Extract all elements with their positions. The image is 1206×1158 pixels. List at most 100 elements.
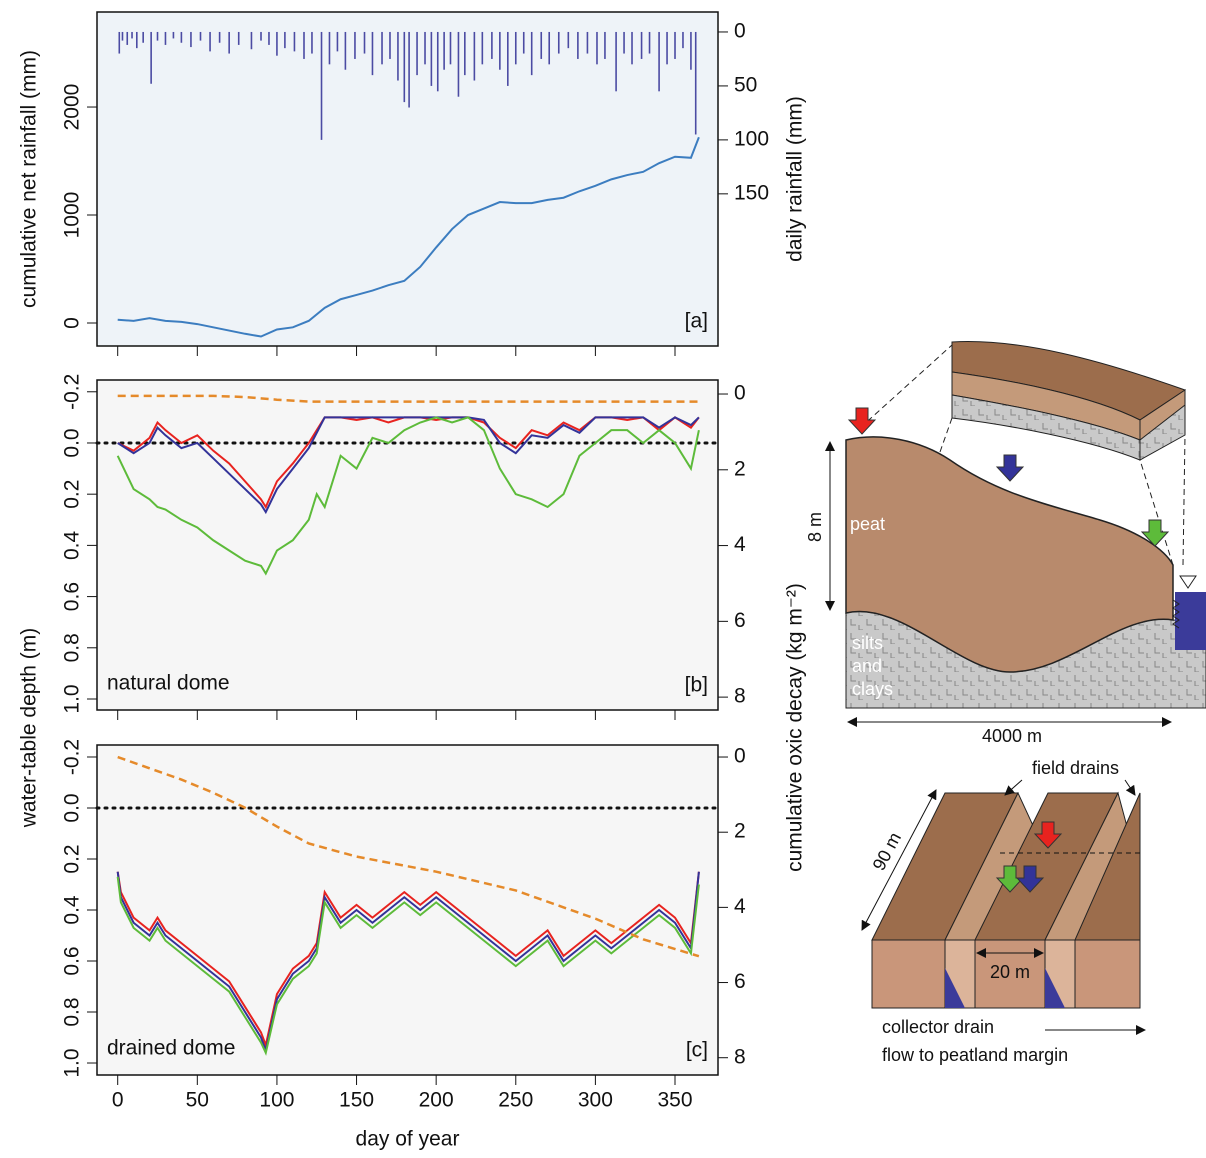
- ridge-front: [872, 940, 945, 1008]
- panel-label: [a]: [685, 310, 708, 333]
- y-tick-label: 1.0: [61, 684, 84, 713]
- y2-tick-label: 8: [734, 685, 746, 708]
- width-label: 4000 m: [982, 726, 1042, 746]
- figure: 8 m peat silts and clays 4000 m 90 m 20 …: [0, 0, 1206, 1158]
- y-tick-label: 1000: [61, 192, 84, 239]
- y2-axis-title: daily rainfall (mm): [784, 96, 807, 262]
- y2-tick-label: 4: [734, 533, 746, 556]
- rain-bar: [228, 32, 230, 54]
- rain-bar: [200, 32, 202, 41]
- rain-bar: [268, 32, 270, 45]
- rain-bar: [389, 32, 391, 59]
- rain-bar: [674, 32, 676, 59]
- y-axis-title: cumulative net rainfall (mm): [18, 50, 41, 308]
- y2-tick-label: 0: [734, 745, 746, 768]
- rain-bar: [499, 32, 501, 70]
- rain-bar: [658, 32, 660, 91]
- y2-tick-label: 6: [734, 970, 746, 993]
- rain-bar: [165, 32, 167, 45]
- rain-bar: [682, 32, 684, 48]
- rain-bar: [515, 32, 517, 64]
- y-tick-label: 0.4: [61, 895, 84, 925]
- rain-bar: [303, 32, 305, 59]
- y2-tick-label: 8: [734, 1045, 746, 1068]
- peat-label: peat: [850, 514, 885, 534]
- y2-tick-label: 6: [734, 609, 746, 632]
- arrow-blue: [997, 455, 1023, 481]
- y-tick-label: 0.8: [61, 633, 84, 662]
- water-level: [1180, 576, 1196, 588]
- rain-bar: [424, 32, 426, 64]
- rain-bar: [540, 32, 542, 59]
- rain-bar: [458, 32, 460, 97]
- rain-bar: [450, 32, 452, 64]
- water: [1175, 592, 1206, 650]
- rain-bar: [209, 32, 211, 51]
- rain-bar: [437, 32, 439, 91]
- rain-bar: [190, 32, 192, 47]
- rain-bar: [408, 32, 410, 108]
- plot-area: [97, 745, 718, 1075]
- rain-bar: [329, 32, 331, 64]
- rain-bar: [372, 32, 374, 75]
- rain-bar: [431, 32, 433, 86]
- x-tick-label: 350: [657, 1089, 692, 1112]
- rain-bar: [695, 32, 697, 135]
- substrate-label: silts: [852, 633, 883, 653]
- rain-bar: [219, 32, 221, 43]
- rain-bar: [150, 32, 152, 84]
- rain-bar: [416, 32, 418, 75]
- cross-section: 8 m peat silts and clays 4000 m: [805, 342, 1206, 746]
- y-tick-label: 0.0: [61, 428, 84, 457]
- y-tick-label: 0.6: [61, 582, 84, 611]
- y2-tick-label: 0: [734, 382, 746, 405]
- y2-tick-label: 50: [734, 73, 757, 96]
- drains-label: field drains: [1032, 758, 1119, 778]
- rain-bar: [321, 32, 323, 140]
- plot-area: [97, 12, 718, 346]
- panel-label: [c]: [686, 1039, 708, 1062]
- rain-bar: [443, 32, 445, 70]
- panel-label: [b]: [685, 674, 708, 697]
- rain-bar: [337, 32, 339, 51]
- x-tick-label: 200: [419, 1089, 454, 1112]
- rain-bar: [311, 32, 313, 54]
- y-tick-label: 0.0: [61, 793, 84, 822]
- rain-bar: [464, 32, 466, 75]
- rain-bar: [623, 32, 625, 54]
- rain-bar: [548, 32, 550, 64]
- rain-bar: [491, 32, 493, 59]
- x-tick-label: 150: [339, 1089, 374, 1112]
- y-tick-label: -0.2: [61, 374, 84, 410]
- x-tick-label: 250: [498, 1089, 533, 1112]
- arrow-red: [849, 408, 875, 434]
- panel-annotation: natural dome: [107, 672, 230, 695]
- rain-bar: [364, 32, 366, 54]
- rain-bar: [122, 32, 124, 41]
- y-tick-label: 0.4: [61, 530, 84, 560]
- rain-bar: [631, 32, 633, 64]
- x-tick-label: 100: [259, 1089, 294, 1112]
- rain-bar: [173, 32, 175, 38]
- rain-bar: [523, 32, 525, 54]
- rain-bar: [294, 32, 296, 51]
- rain-bar: [577, 32, 579, 59]
- rain-bar: [251, 32, 253, 49]
- rain-bar: [238, 32, 240, 45]
- rain-bar: [531, 32, 533, 75]
- rain-bar: [118, 32, 120, 54]
- x-axis-title: day of year: [356, 1128, 460, 1151]
- substrate-label: clays: [852, 679, 893, 699]
- rain-bar: [666, 32, 668, 64]
- rain-bar: [507, 32, 509, 86]
- rain-bar: [142, 32, 144, 43]
- y2-tick-label: 2: [734, 457, 746, 480]
- flow-label: flow to peatland margin: [882, 1045, 1068, 1065]
- y-tick-label: 2000: [61, 84, 84, 131]
- rain-bar: [381, 32, 383, 64]
- rain-bar: [181, 32, 183, 43]
- rain-bar: [604, 32, 606, 59]
- rain-bar: [126, 32, 128, 45]
- y-tick-label: 0.8: [61, 997, 84, 1026]
- y-tick-label: 0.6: [61, 946, 84, 975]
